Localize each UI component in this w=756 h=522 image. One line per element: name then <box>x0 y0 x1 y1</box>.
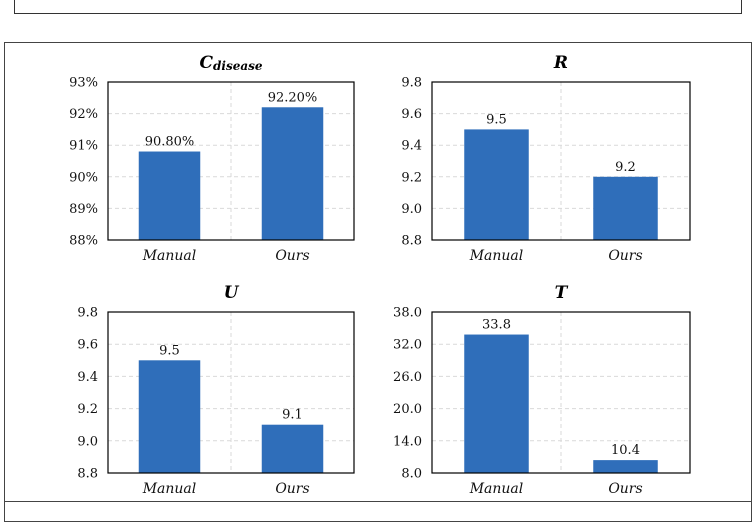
chart-2-category-label-ours: Ours <box>275 481 309 497</box>
chart-3-data-label-manual: 33.8 <box>482 318 511 333</box>
chart-1-category-label-ours: Ours <box>608 248 642 264</box>
chart-3-plot-frame <box>431 311 691 474</box>
chart-1-data-label-ours: 9.2 <box>615 160 636 175</box>
chart-2-y-tick-label: 9.8 <box>77 306 98 321</box>
chart-panel-c-disease: 88% 89% 90% 91% 92% 93% 90.80% Manual 92.20% Ours… <box>69 53 355 264</box>
chart-2-category-label-manual: Manual <box>142 481 197 497</box>
chart-3-data-label-ours: 10.4 <box>611 443 640 458</box>
figure-bottom-divider <box>4 501 752 502</box>
chart-3-bar-manual <box>464 334 529 473</box>
chart-0-y-tick-label: 92% <box>69 107 98 122</box>
chart-0-y-tick-label: 89% <box>69 202 98 217</box>
chart-0-bar-manual <box>138 151 201 240</box>
chart-1-y-tick-label: 9.8 <box>401 76 422 91</box>
chart-2-y-tick-label: 9.4 <box>77 370 98 385</box>
chart-1-y-tick-label: 9.2 <box>401 170 422 185</box>
chart-1-y-tick-label: 9.0 <box>401 202 422 217</box>
chart-3-y-tick-label: 20.0 <box>393 402 422 417</box>
chart-0-y-tick-label: 91% <box>69 139 98 154</box>
chart-1-y-tick-label: 8.8 <box>401 234 422 249</box>
chart-2-bar-manual <box>138 360 201 473</box>
chart-2-data-label-ours: 9.1 <box>282 408 303 423</box>
chart-1-category-label-manual: Manual <box>469 248 524 264</box>
chart-2-y-tick-label: 9.0 <box>77 434 98 449</box>
chart-panel-u: 8.8 9.0 9.2 9.4 9.6 9.8 9.5 Manual 9.1 Ours U <box>77 283 355 497</box>
chart-0-plot-frame <box>107 81 355 241</box>
chart-1-plot-frame <box>431 81 691 241</box>
chart-1-bar-ours <box>593 176 658 240</box>
chart-2-data-label-manual: 9.5 <box>159 343 180 358</box>
chart-3-y-tick-label: 32.0 <box>393 338 422 353</box>
chart-0-title: Cdisease <box>199 53 262 73</box>
chart-0-category-label-manual: Manual <box>142 248 197 264</box>
chart-1-y-tick-label: 9.6 <box>401 107 422 122</box>
chart-2-y-tick-label: 8.8 <box>77 467 98 482</box>
chart-1-bar-manual <box>464 129 529 240</box>
chart-3-y-tick-label: 14.0 <box>393 434 422 449</box>
chart-0-y-tick-label: 93% <box>69 76 98 91</box>
chart-3-title: T <box>555 283 569 303</box>
chart-2-bar-ours <box>261 424 324 473</box>
top-frame <box>14 0 742 14</box>
chart-3-category-label-manual: Manual <box>469 481 524 497</box>
chart-panel-r: 8.8 9.0 9.2 9.4 9.6 9.8 9.5 Manual 9.2 Ours R <box>401 53 691 264</box>
chart-3-category-label-ours: Ours <box>608 481 642 497</box>
chart-2-plot-frame <box>107 311 355 474</box>
chart-3-y-tick-label: 38.0 <box>393 306 422 321</box>
chart-panel-t: 8.0 14.0 20.0 26.0 32.0 38.0 33.8 Manual 10.4 Our… <box>393 283 691 497</box>
chart-1-y-tick-label: 9.4 <box>401 139 422 154</box>
chart-3-y-tick-label: 26.0 <box>393 370 422 385</box>
chart-0-data-label-ours: 92.20% <box>268 90 318 105</box>
chart-0-y-tick-label: 88% <box>69 234 98 249</box>
chart-2-title: U <box>224 283 240 303</box>
chart-0-bar-ours <box>261 107 324 240</box>
chart-0-y-tick-label: 90% <box>69 170 98 185</box>
chart-2-y-tick-label: 9.6 <box>77 338 98 353</box>
chart-0-category-label-ours: Ours <box>275 248 309 264</box>
chart-1-title: R <box>553 53 568 73</box>
chart-1-data-label-manual: 9.5 <box>486 112 507 127</box>
chart-0-data-label-manual: 90.80% <box>145 135 195 150</box>
chart-2-y-tick-label: 9.2 <box>77 402 98 417</box>
chart-3-y-tick-label: 8.0 <box>401 467 422 482</box>
chart-3-bar-ours <box>593 460 658 473</box>
